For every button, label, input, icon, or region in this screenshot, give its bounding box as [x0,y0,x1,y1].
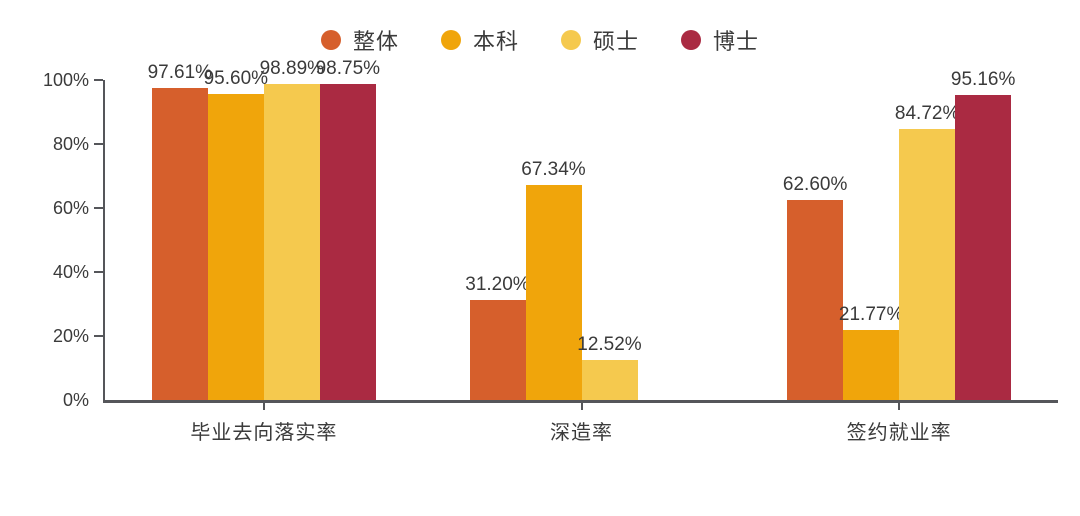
x-axis-tick [580,403,583,410]
chart-legend: 整体 本科 硕士 博士 [0,24,1080,56]
bar-本科-0 [207,94,264,400]
legend-item-3: 博士 [681,24,759,56]
y-axis-tick-label: 100% [42,70,89,90]
legend-dot-icon [440,30,461,50]
bar-本科-2 [843,330,900,400]
bar-value-label: 98.89% [259,57,325,79]
legend-item-0: 整体 [320,24,399,56]
y-axis-tick [94,271,103,273]
legend-item-1: 本科 [440,24,519,56]
legend-dot-icon [681,30,702,50]
y-axis-tick-label: 20% [52,326,89,346]
bar-整体-0 [151,87,208,400]
bar-整体-1 [469,300,526,400]
legend-dot-icon [320,30,341,50]
x-axis-tick [898,403,901,410]
x-axis-category-label: 签约就业率 [846,422,952,444]
y-axis-tick [94,79,103,81]
y-axis-tick-label: 40% [52,262,89,282]
bar-value-label: 62.60% [782,173,848,195]
bar-本科-1 [525,184,582,400]
bar-value-label: 67.34% [521,158,586,180]
y-axis-tick [94,207,103,209]
legend-item-2: 硕士 [561,24,639,56]
bar-硕士-1 [581,359,638,400]
bar-value-label: 98.75% [315,58,381,79]
x-axis-tick [262,403,265,410]
legend-label: 博士 [713,29,760,54]
bar-value-label: 31.20% [465,274,530,296]
y-axis-tick-label: 60% [52,198,89,218]
bar-博士-2 [955,95,1012,400]
bar-value-label: 21.77% [838,304,904,326]
bar-硕士-2 [899,128,956,400]
y-axis-tick-label: 80% [52,134,89,154]
legend-label: 硕士 [593,29,640,54]
bar-value-label: 95.16% [950,69,1016,91]
x-axis-category-label: 毕业去向落实率 [190,422,338,444]
legend-label: 整体 [352,29,399,54]
bar-value-label: 12.52% [577,333,642,355]
bar-value-label: 84.72% [894,102,960,124]
legend-label: 本科 [472,29,519,54]
y-axis-line [103,80,105,402]
bar-整体-2 [787,199,844,400]
bar-value-label: 97.61% [147,61,213,83]
x-axis-category-label: 深造率 [550,422,613,444]
y-axis-tick-label: 0% [62,390,89,410]
bar-博士-0 [319,84,376,400]
bar-硕士-0 [263,83,320,400]
y-axis-tick [94,143,103,145]
x-axis-line [103,400,1058,403]
bar-value-label: 95.60% [203,68,269,90]
y-axis-tick [94,335,103,337]
legend-dot-icon [561,30,581,50]
